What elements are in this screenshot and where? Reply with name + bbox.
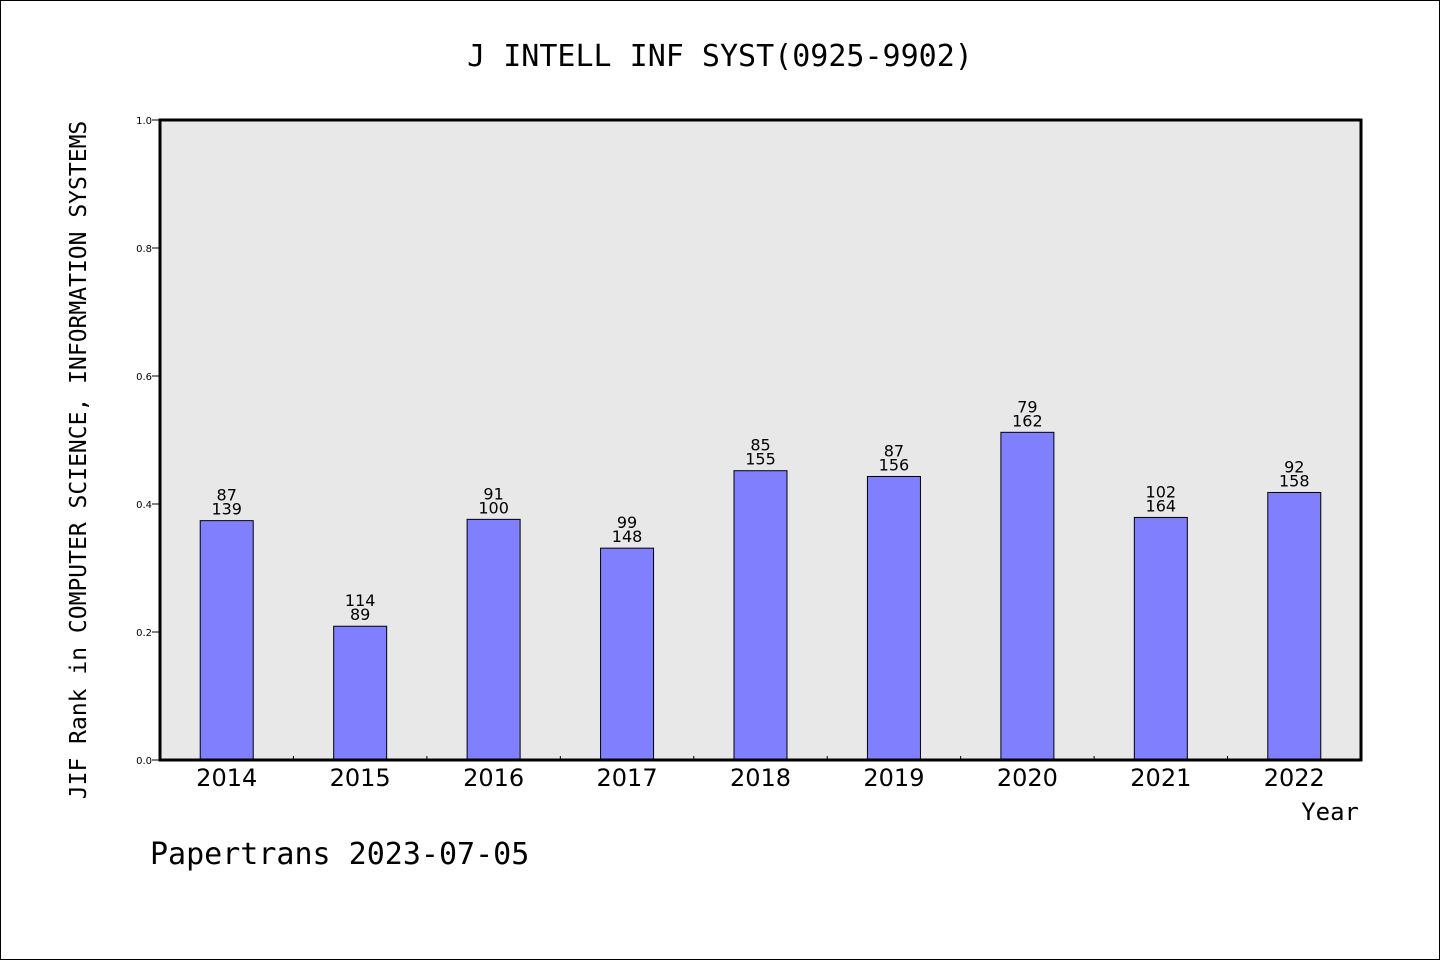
total-label-2021: 164	[1146, 496, 1177, 515]
bar-2020	[1000, 431, 1055, 761]
bar-2019	[866, 475, 921, 761]
x-tick-label-2021: 2021	[1130, 764, 1191, 792]
footer-source: Papertrans 2023-07-05	[150, 837, 529, 872]
y-axis-label: JIF Rank in COMPUTER SCIENCE, INFORMATIO…	[66, 121, 92, 800]
bar-2016	[466, 518, 521, 761]
total-label-2020: 162	[1012, 411, 1043, 430]
rank-label-2020: 79	[1017, 397, 1037, 416]
rank-label-2021: 102	[1146, 482, 1177, 501]
bar-2022	[1267, 491, 1322, 761]
bar-2014	[199, 520, 254, 761]
y-tick-label: 0.0	[136, 756, 152, 767]
y-tick-label: 0.8	[136, 244, 152, 255]
total-label-2017: 148	[612, 527, 643, 546]
total-label-2022: 158	[1279, 471, 1310, 490]
total-label-2015: 89	[350, 605, 370, 624]
total-label-2018: 155	[745, 450, 776, 469]
x-tick-label-2016: 2016	[463, 764, 524, 792]
x-tick-label-2014: 2014	[196, 764, 257, 792]
y-tick-label: 0.6	[136, 372, 152, 383]
x-axis-label: Year	[1301, 798, 1359, 826]
rank-label-2015: 114	[345, 591, 376, 610]
rank-label-2014: 87	[217, 486, 237, 505]
rank-label-2016: 91	[483, 484, 503, 503]
rank-label-2017: 99	[617, 513, 637, 532]
bar-2021	[1133, 516, 1188, 761]
x-tick-label-2019: 2019	[863, 764, 924, 792]
y-ticks-group: 0.0 0.2 0.4 0.6 0.8 1.0	[136, 116, 160, 767]
y-tick-label: 0.4	[136, 500, 152, 511]
plot-border	[158, 118, 1363, 762]
rank-label-2018: 85	[750, 436, 770, 455]
bar-2015	[333, 625, 388, 761]
bar-2018	[733, 470, 788, 761]
x-tick-label-2020: 2020	[997, 764, 1058, 792]
total-label-2016: 100	[478, 498, 509, 517]
x-tick-label-2017: 2017	[597, 764, 658, 792]
total-label-2014: 139	[211, 500, 242, 519]
x-tick-label-2015: 2015	[330, 764, 391, 792]
x-ticks-group: 2014 2015 2016 2017 2018 2019 2020 2021 2022	[196, 756, 1325, 792]
total-label-2019: 156	[879, 455, 910, 474]
rank-label-2022: 92	[1284, 457, 1304, 476]
x-tick-label-2018: 2018	[730, 764, 791, 792]
y-tick-label: 1.0	[136, 116, 152, 127]
x-tick-label-2022: 2022	[1264, 764, 1325, 792]
y-tick-label: 0.2	[136, 628, 152, 639]
rank-label-2019: 87	[884, 441, 904, 460]
bar-2017	[600, 547, 655, 761]
chart-title: J INTELL INF SYST(0925-9902)	[467, 39, 973, 74]
